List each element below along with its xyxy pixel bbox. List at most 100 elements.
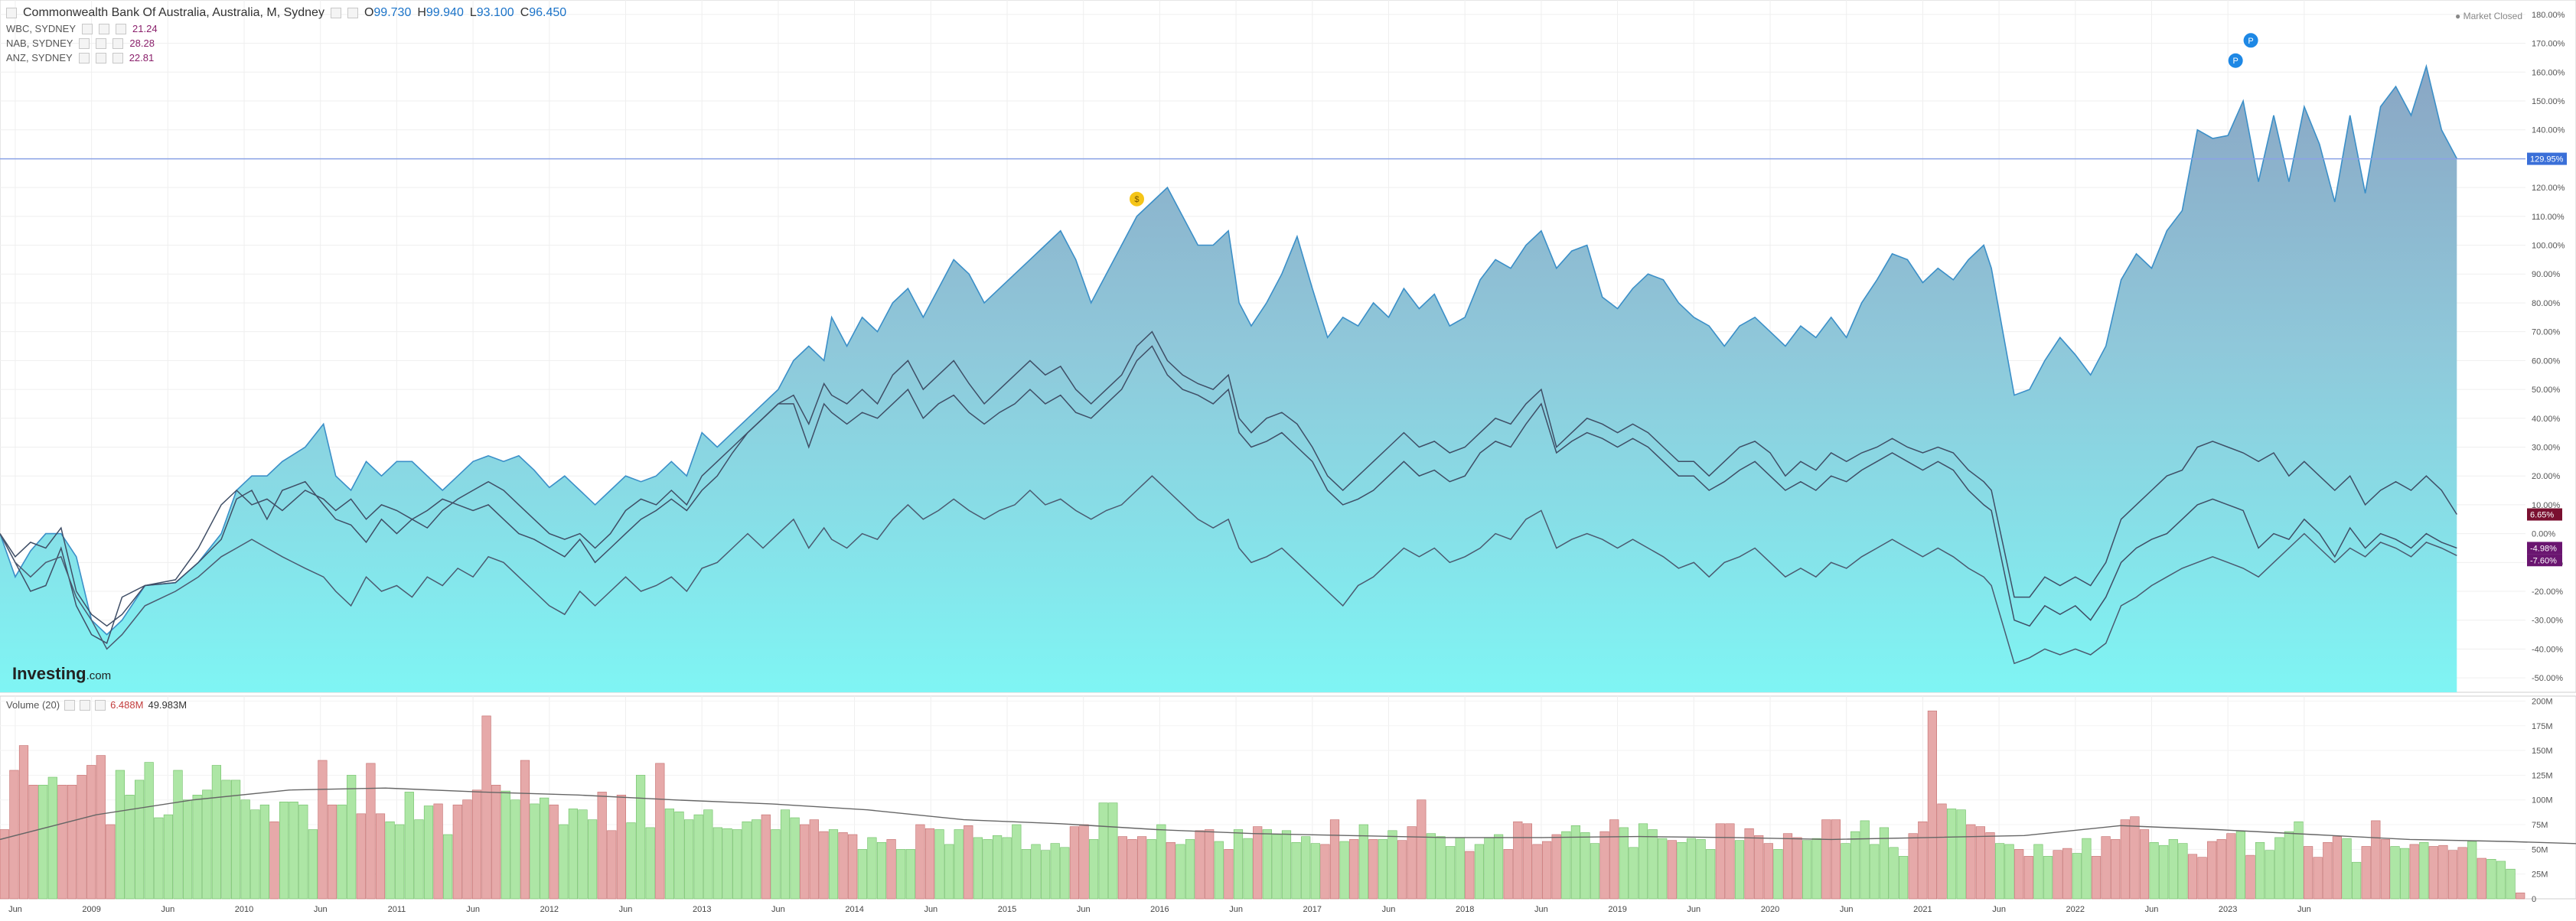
volume-bar bbox=[1609, 819, 1619, 900]
volume-bar bbox=[57, 785, 67, 900]
volume-bar bbox=[626, 822, 636, 900]
volume-bar bbox=[2207, 841, 2217, 900]
volume-bar bbox=[356, 813, 366, 900]
x-tick-label: Jun bbox=[1077, 905, 1091, 914]
volume-bar bbox=[1638, 823, 1648, 900]
collapse-icon[interactable] bbox=[6, 8, 17, 18]
close-icon[interactable] bbox=[95, 699, 106, 711]
volume-bar bbox=[2265, 850, 2274, 900]
volume-bar bbox=[501, 790, 510, 900]
volume-bar bbox=[1089, 839, 1099, 900]
volume-bar bbox=[712, 827, 722, 900]
series-line-comparison-2 bbox=[0, 345, 2457, 627]
volume-bar bbox=[2457, 847, 2467, 900]
volume-bar bbox=[944, 844, 954, 900]
volume-bar bbox=[742, 821, 752, 900]
volume-bar bbox=[221, 779, 231, 900]
eye-icon[interactable] bbox=[82, 23, 93, 34]
close-icon[interactable] bbox=[112, 52, 123, 63]
volume-bar bbox=[385, 821, 395, 900]
volume-bar bbox=[2255, 842, 2265, 900]
volume-bar bbox=[752, 819, 761, 900]
volume-bar bbox=[1397, 840, 1407, 900]
volume-bar bbox=[616, 795, 626, 900]
comparison-row-anz[interactable]: ANZ, SYDNEY 22.81 bbox=[6, 52, 566, 63]
volume-bar bbox=[1629, 847, 1639, 900]
settings-icon[interactable] bbox=[80, 699, 91, 711]
volume-bar bbox=[1802, 840, 1812, 900]
volume-bar bbox=[1570, 825, 1581, 900]
volume-bar bbox=[1253, 826, 1263, 900]
volume-bar bbox=[530, 803, 540, 900]
volume-bar bbox=[2187, 854, 2198, 900]
end-value-label: -7.60% bbox=[2530, 556, 2557, 565]
volume-bar bbox=[1995, 843, 2005, 900]
volume-bar bbox=[954, 829, 964, 900]
settings-icon[interactable] bbox=[96, 37, 107, 49]
volume-bar bbox=[2178, 843, 2188, 900]
volume-bar bbox=[471, 789, 482, 900]
volume-bar bbox=[819, 831, 829, 900]
volume-bar bbox=[1108, 802, 1118, 900]
instrument-title[interactable]: Commonwealth Bank Of Australia, Australi… bbox=[23, 6, 324, 19]
volume-bar bbox=[423, 805, 434, 900]
current-value-tag bbox=[2527, 152, 2567, 165]
volume-bar bbox=[2380, 839, 2391, 900]
eye-icon[interactable] bbox=[78, 52, 90, 63]
volume-bar bbox=[790, 817, 800, 900]
y-tick-label: 90.00% bbox=[2532, 270, 2561, 279]
settings-icon[interactable] bbox=[99, 23, 110, 34]
settings-icon[interactable] bbox=[330, 8, 341, 18]
volume-bar bbox=[462, 799, 472, 900]
x-tick-label: 2014 bbox=[845, 905, 863, 914]
comparison-row-wbc[interactable]: WBC, SYDNEY 21.24 bbox=[6, 23, 566, 34]
volume-bar bbox=[163, 814, 174, 900]
volume-bar bbox=[2323, 842, 2333, 900]
volume-bar bbox=[327, 804, 337, 900]
x-tick-label: Jun bbox=[924, 905, 937, 914]
end-value-tag bbox=[2527, 554, 2562, 567]
eye-icon[interactable] bbox=[79, 37, 90, 49]
y-tick-label: 120.00% bbox=[2532, 184, 2565, 193]
volume-bar bbox=[597, 792, 607, 900]
comparison-row-nab[interactable]: NAB, SYDNEY 28.28 bbox=[6, 37, 566, 49]
volume-bar bbox=[800, 824, 810, 900]
volume-bar bbox=[318, 760, 328, 900]
volume-bar bbox=[1648, 829, 1658, 900]
volume-bar bbox=[771, 829, 781, 900]
volume-bar bbox=[192, 795, 202, 900]
volume-bar bbox=[1050, 843, 1060, 900]
volume-bar bbox=[0, 829, 9, 900]
volume-bar bbox=[279, 802, 289, 900]
volume-bar bbox=[1455, 837, 1465, 900]
volume-y-tick-label: 150M bbox=[2532, 747, 2553, 756]
close-icon[interactable] bbox=[116, 23, 127, 34]
x-tick-label: 2022 bbox=[2066, 905, 2085, 914]
volume-bar bbox=[1889, 847, 1899, 900]
volume-bar bbox=[1407, 826, 1417, 900]
volume-bar bbox=[559, 824, 569, 900]
volume-bar bbox=[1224, 849, 1234, 900]
settings-icon[interactable] bbox=[95, 52, 106, 63]
volume-bar bbox=[1918, 821, 1928, 900]
close-icon[interactable] bbox=[347, 8, 358, 18]
volume-bar bbox=[259, 804, 270, 900]
volume-bar bbox=[135, 779, 145, 900]
close-icon[interactable] bbox=[112, 37, 124, 49]
volume-bar bbox=[1696, 839, 1706, 900]
volume-bar bbox=[876, 842, 887, 900]
volume-bar bbox=[645, 827, 655, 900]
volume-bar bbox=[655, 763, 665, 900]
volume-bar bbox=[1233, 829, 1244, 900]
volume-bar bbox=[481, 715, 491, 900]
series-line-comparison-1 bbox=[0, 330, 2457, 645]
volume-bar bbox=[2004, 844, 2014, 900]
x-tick-label: Jun bbox=[314, 905, 328, 914]
volume-bar bbox=[1667, 840, 1677, 900]
volume-bar bbox=[1387, 830, 1397, 900]
event-marker bbox=[2227, 52, 2244, 69]
eye-icon[interactable] bbox=[64, 699, 76, 711]
volume-bar bbox=[973, 837, 983, 900]
volume-bar bbox=[173, 770, 183, 900]
